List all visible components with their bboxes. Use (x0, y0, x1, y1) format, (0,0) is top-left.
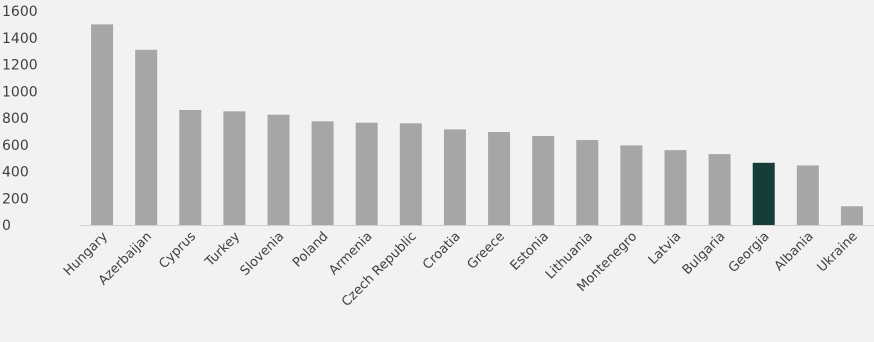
x-tick-label: Cyprus (156, 229, 199, 272)
bar-czech-republic (399, 123, 422, 225)
x-tick-label: Latvia (646, 229, 685, 268)
y-tick-label: 800 (2, 111, 29, 127)
bar-turkey (223, 111, 246, 225)
x-tick-label: Greece (465, 229, 508, 272)
x-tick-label: Georgia (726, 229, 773, 276)
bar-ukraine (840, 206, 863, 225)
bar-estonia (532, 136, 555, 225)
y-tick-label: 200 (2, 191, 29, 207)
y-tick-label: 600 (2, 138, 29, 154)
x-tick-label: Ukraine (815, 229, 861, 275)
bar-armenia (355, 122, 378, 225)
bar-cyprus (179, 109, 202, 225)
bar-azerbaijan (135, 49, 158, 225)
y-tick-label: 1000 (2, 84, 38, 100)
x-tick-label: Croatia (420, 229, 464, 273)
y-tick-label: 1600 (2, 4, 38, 20)
bar-montenegro (620, 145, 643, 225)
bar-hungary (91, 24, 114, 225)
y-tick-label: 1400 (2, 31, 38, 47)
bars-group (91, 24, 863, 225)
x-tick-label: Turkey (202, 229, 243, 270)
x-tick-label: Estonia (508, 229, 552, 273)
bar-albania (796, 165, 819, 225)
y-tick-label: 1200 (2, 58, 38, 74)
bar-croatia (443, 129, 466, 225)
y-axis: 0 200 400 600 800 1000 1200 1400 1600 (2, 4, 38, 234)
x-tick-label: Bulgaria (680, 229, 729, 278)
y-tick-label: 0 (2, 218, 11, 234)
bar-slovenia (267, 114, 290, 225)
bar-lithuania (576, 140, 599, 225)
bar-bulgaria (708, 154, 731, 225)
x-tick-label: Slovenia (238, 229, 288, 279)
bar-poland (311, 121, 334, 225)
y-tick-label: 400 (2, 165, 29, 181)
bar-georgia (752, 162, 775, 225)
bar-greece (488, 132, 511, 225)
x-tick-label: Albania (772, 229, 817, 274)
x-tick-label: Czech Republic (339, 229, 420, 310)
x-tick-label: Poland (290, 229, 331, 270)
bar-latvia (664, 150, 687, 225)
